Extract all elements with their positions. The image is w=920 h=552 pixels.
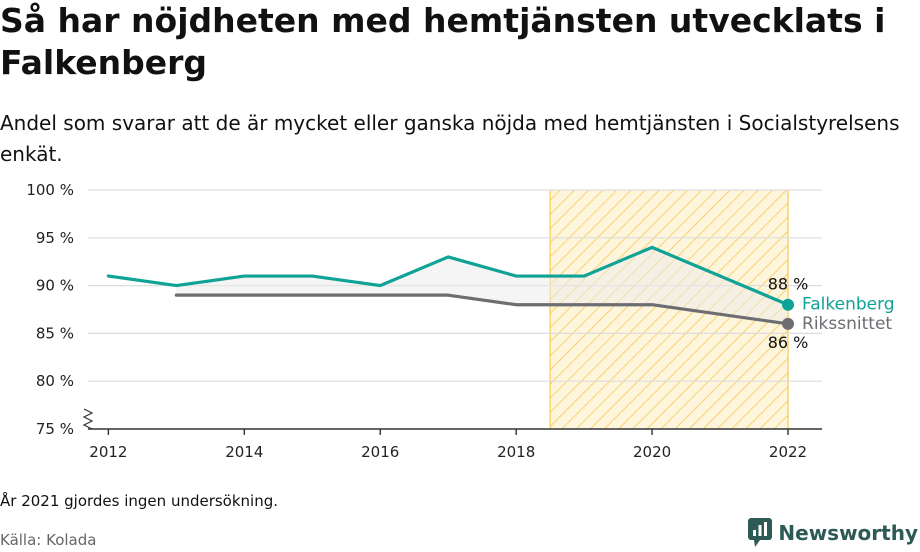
series-label-falkenberg: Falkenberg	[802, 295, 895, 315]
x-tick-label: 2018	[497, 443, 535, 461]
y-tick-label: 100 %	[26, 181, 74, 199]
footnote: År 2021 gjordes ingen undersökning.	[0, 492, 279, 510]
line-chart: 75 % 80 % 85 % 90 % 95 % 100 % 2012 2014 2016 201…	[26, 181, 895, 461]
y-tick-label: 75 %	[36, 420, 74, 438]
series-line-falkenberg	[106, 245, 790, 307]
data-label-riket: 86 %	[768, 333, 809, 352]
x-tick-label: 2020	[633, 443, 671, 461]
data-label-falkenberg: 88 %	[768, 275, 809, 294]
y-tick-label: 85 %	[36, 324, 74, 342]
y-tick-label: 95 %	[36, 229, 74, 247]
axis-break-icon	[82, 408, 94, 430]
x-tick-label: 2012	[89, 443, 127, 461]
chart-title: Så har nöjdheten med hemtjänsten utveckl…	[0, 1, 886, 82]
source-text: Källa: Kolada	[0, 531, 97, 549]
end-point-riket	[782, 317, 795, 330]
newsworthy-logo-icon	[748, 518, 773, 547]
y-tick-label: 90 %	[36, 277, 74, 295]
chart-subtitle: Andel som svarar att de är mycket eller …	[0, 111, 900, 166]
end-point-falkenberg	[782, 298, 795, 311]
series-line-riket	[174, 293, 790, 326]
x-tick-label: 2022	[769, 443, 807, 461]
series-label-riket: Rikssnittet	[802, 314, 892, 334]
x-tick-label: 2014	[225, 443, 263, 461]
x-tick-label: 2016	[361, 443, 399, 461]
y-tick-label: 80 %	[36, 372, 74, 390]
brand-name: Newsworthy	[778, 521, 918, 545]
newsworthy-brand: Newsworthy	[748, 518, 918, 548]
